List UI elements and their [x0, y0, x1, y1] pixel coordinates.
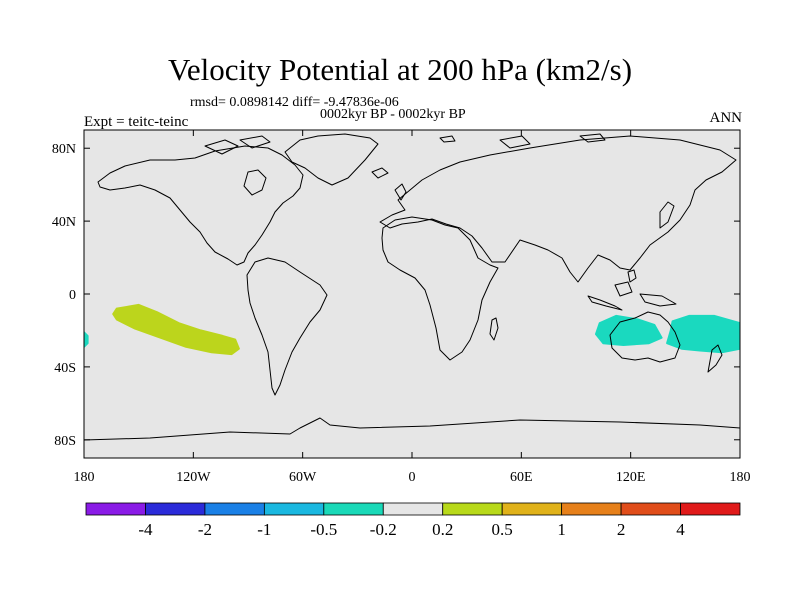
- lon-tick-label: 180: [74, 470, 95, 485]
- lat-tick-label: 40N: [52, 215, 76, 230]
- anomaly-australia-west-negative: [595, 314, 663, 346]
- colorbar-label: 2: [617, 520, 626, 539]
- colorbar-swatch: [382, 502, 444, 516]
- colorbar-label: -0.2: [370, 520, 397, 539]
- color-bar: -4 -2 -1 -0.5 -0.2 0.2 0.5 1 2 4: [85, 502, 741, 539]
- lat-tick-label: 0: [69, 288, 76, 303]
- anomaly-australia-east-negative: [666, 314, 740, 354]
- colorbar-swatch: [620, 502, 681, 516]
- lon-tick-label: 60E: [510, 470, 533, 485]
- colorbar-swatch: [501, 502, 563, 516]
- lon-tick-label: 120W: [176, 470, 211, 485]
- colorbar-swatch: [85, 502, 146, 516]
- lon-tick-label: 0: [409, 470, 416, 485]
- colorbar-swatch: [263, 502, 325, 516]
- lat-tick-label: 80S: [54, 434, 76, 449]
- lon-tick-label: 60W: [289, 470, 317, 485]
- colorbar-label: 1: [557, 520, 566, 539]
- colorbar-label: -1: [257, 520, 271, 539]
- colorbar-swatch: [561, 502, 622, 516]
- map-axes: 180 120W 60W 0 60E 120E 180 80N 40N 0 40S 80S: [52, 130, 751, 485]
- anomaly-central-pacific-positive: [112, 303, 240, 356]
- colorbar-swatch: [442, 502, 503, 516]
- rmsd-diff-stats: rmsd= 0.0898142 diff= -9.47836e-06: [190, 95, 399, 110]
- lat-tick-label: 80N: [52, 142, 76, 157]
- coastlines: [84, 133, 740, 441]
- map-plot-area: [84, 130, 740, 458]
- colorbar-label: 4: [676, 520, 685, 539]
- colorbar-label: 0.2: [432, 520, 453, 539]
- colorbar-label: 0.5: [492, 520, 513, 539]
- experiment-label: Expt = teitc-teinc: [84, 114, 189, 130]
- season-label: ANN: [709, 110, 743, 126]
- chart-title: Velocity Potential at 200 hPa (km2/s): [167, 52, 633, 87]
- time-period: 0002kyr BP - 0002kyr BP: [320, 107, 466, 122]
- colorbar-label: -0.5: [310, 520, 337, 539]
- lat-tick-label: 40S: [54, 361, 76, 376]
- lon-tick-label: 120E: [616, 470, 646, 485]
- colorbar-swatch: [204, 502, 265, 516]
- anomaly-layer: [84, 303, 740, 356]
- colorbar-swatch: [680, 502, 741, 516]
- colorbar-label: -4: [138, 520, 153, 539]
- anomaly-dateline-edge-negative: [84, 331, 89, 348]
- colorbar-swatch: [323, 502, 384, 516]
- colorbar-label: -2: [198, 520, 212, 539]
- colorbar-swatch: [145, 502, 206, 516]
- lon-tick-label: 180: [730, 470, 751, 485]
